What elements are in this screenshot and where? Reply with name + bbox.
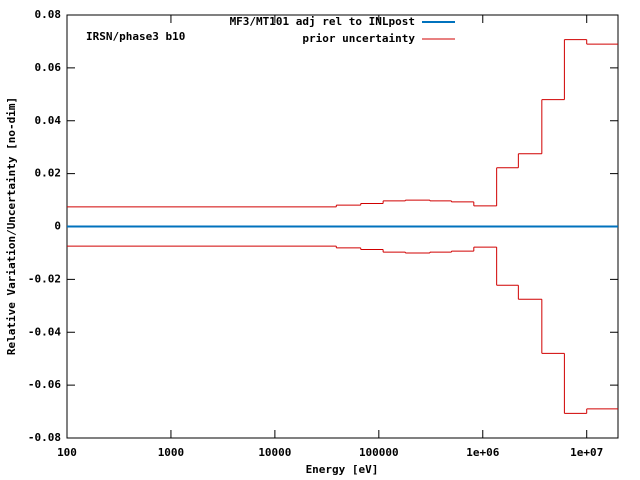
x-tick-label: 1e+07 [570,446,603,459]
y-axis-label: Relative Variation/Uncertainty [no-dim] [5,97,18,355]
y-tick-label: 0.08 [35,8,62,21]
y-tick-label: 0.06 [35,61,62,74]
annotation: IRSN/phase3 b10 [86,30,185,43]
y-tick-label: 0 [54,220,61,233]
y-tick-label: -0.02 [28,272,61,285]
step-riser [335,246,588,414]
legend-label: MF3/MT101 adj rel to INLpost [230,15,415,28]
x-tick-label: 1000 [158,446,185,459]
y-tick-label: 0.04 [35,114,62,127]
y-tick-label: -0.06 [28,378,61,391]
y-tick-label: -0.08 [28,431,61,444]
legend-label: prior uncertainty [302,32,415,45]
step-riser [335,39,588,207]
x-axis-label: Energy [eV] [306,463,379,476]
x-tick-label: 10000 [258,446,291,459]
x-tick-label: 1e+06 [466,446,499,459]
y-tick-label: 0.02 [35,167,62,180]
x-tick-label: 100 [57,446,77,459]
y-tick-label: -0.04 [28,325,61,338]
x-tick-label: 100000 [359,446,399,459]
